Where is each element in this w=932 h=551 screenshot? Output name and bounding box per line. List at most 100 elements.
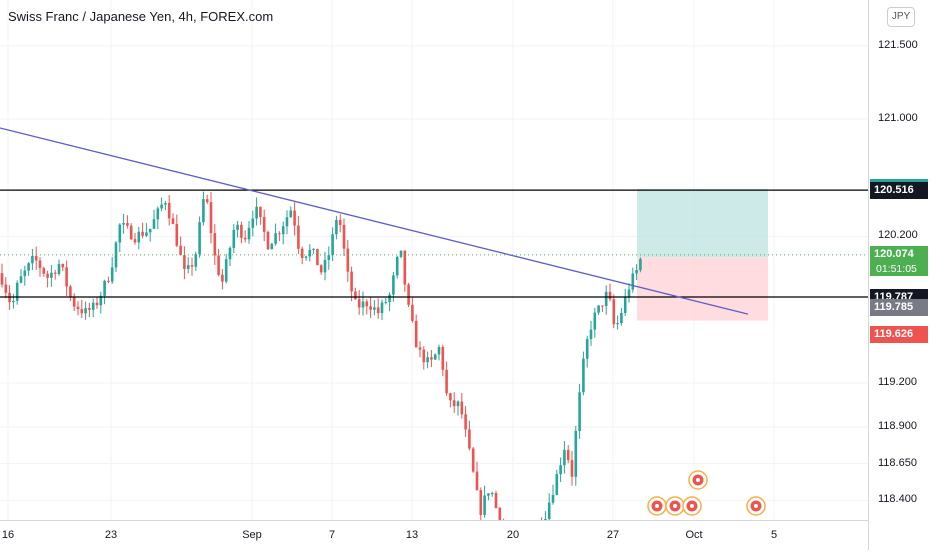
candle bbox=[53, 269, 57, 280]
candle-body bbox=[198, 222, 201, 255]
price-tick-label: 118.900 bbox=[878, 420, 917, 433]
time-tick-label: 7 bbox=[328, 529, 336, 541]
candle bbox=[468, 420, 471, 451]
candle bbox=[80, 299, 84, 318]
candle-body bbox=[544, 519, 547, 520]
candle bbox=[346, 239, 350, 282]
candle-body bbox=[411, 304, 414, 321]
candle bbox=[270, 242, 274, 250]
candle-body bbox=[608, 291, 612, 300]
candle bbox=[338, 214, 342, 233]
candle-body bbox=[259, 206, 262, 217]
candle-body bbox=[72, 296, 76, 307]
price-tick-label: 121.500 bbox=[878, 38, 918, 51]
time-tick-label: Oct bbox=[685, 529, 703, 541]
candle bbox=[110, 257, 114, 284]
currency-button[interactable]: JPY bbox=[887, 7, 915, 27]
candle bbox=[103, 279, 106, 305]
candle bbox=[388, 292, 391, 312]
candle bbox=[460, 393, 464, 419]
candle-body bbox=[57, 263, 61, 274]
grid bbox=[0, 0, 868, 520]
candle-body bbox=[145, 232, 148, 236]
candle bbox=[69, 284, 72, 302]
candle-body bbox=[76, 306, 80, 310]
candle bbox=[141, 222, 144, 239]
candle bbox=[547, 493, 551, 520]
candle-body bbox=[205, 199, 209, 203]
price-tick-label: 118.400 bbox=[878, 493, 917, 506]
candle bbox=[65, 260, 68, 296]
candle bbox=[91, 298, 95, 318]
candle bbox=[217, 248, 220, 277]
candle bbox=[384, 297, 388, 305]
candle-body bbox=[224, 259, 228, 282]
candle bbox=[15, 280, 19, 305]
candle-body bbox=[95, 302, 99, 306]
candle bbox=[190, 257, 194, 276]
loss-zone bbox=[637, 257, 768, 321]
candle bbox=[84, 301, 87, 320]
candle bbox=[186, 257, 190, 274]
event-marker bbox=[647, 496, 667, 516]
candle-body bbox=[559, 465, 562, 475]
event-marker bbox=[746, 496, 766, 516]
candle-body bbox=[34, 255, 38, 261]
candle-body bbox=[167, 202, 171, 219]
candle bbox=[247, 221, 251, 244]
candle-body bbox=[414, 320, 418, 348]
candle-body bbox=[236, 224, 239, 230]
price-chart[interactable] bbox=[0, 0, 868, 520]
candle bbox=[414, 314, 418, 348]
candle-body bbox=[380, 302, 384, 314]
candle-body bbox=[365, 301, 369, 307]
candle-body bbox=[471, 448, 475, 472]
candle-body bbox=[65, 267, 68, 287]
event-marker bbox=[665, 496, 685, 516]
candle bbox=[243, 230, 247, 243]
candle-body bbox=[278, 233, 281, 235]
candle-body bbox=[422, 349, 426, 363]
trendline bbox=[0, 127, 749, 315]
candle-body bbox=[342, 224, 346, 249]
candle-body bbox=[228, 247, 232, 260]
candle bbox=[129, 223, 133, 241]
candle-body bbox=[635, 270, 638, 274]
candle bbox=[224, 254, 228, 284]
candle-body bbox=[50, 272, 53, 278]
candle-body bbox=[388, 294, 391, 303]
candle-body bbox=[350, 271, 353, 292]
candle bbox=[357, 289, 361, 315]
candle-body bbox=[202, 199, 205, 223]
candle-body bbox=[221, 274, 224, 282]
candle-body bbox=[547, 502, 551, 520]
candle bbox=[452, 392, 456, 413]
event-markers bbox=[647, 470, 766, 516]
candle-body bbox=[354, 291, 357, 300]
candle-body bbox=[369, 306, 372, 310]
candle bbox=[373, 300, 376, 316]
candle-body bbox=[88, 308, 91, 310]
time-tick-label: 5 bbox=[770, 529, 778, 541]
candle-body bbox=[4, 284, 8, 293]
time-tick-label: 23 bbox=[104, 529, 118, 541]
candle-body bbox=[430, 357, 433, 360]
candle-body bbox=[156, 208, 160, 220]
candle bbox=[107, 276, 110, 284]
candle-body bbox=[361, 301, 365, 308]
candle bbox=[209, 191, 213, 244]
candle-body bbox=[407, 284, 410, 305]
candle-body bbox=[209, 202, 213, 234]
candle bbox=[597, 305, 600, 316]
time-axis[interactable] bbox=[0, 520, 868, 551]
candle-body bbox=[217, 255, 220, 275]
candle-body bbox=[570, 460, 574, 477]
candle-body bbox=[148, 228, 152, 233]
candle-body bbox=[620, 313, 623, 324]
candle bbox=[240, 221, 243, 244]
candle-body bbox=[357, 299, 361, 308]
candle bbox=[551, 484, 555, 505]
stop-label: 119.626 bbox=[870, 325, 928, 343]
candle-body bbox=[99, 295, 103, 306]
candle-body bbox=[460, 401, 464, 415]
